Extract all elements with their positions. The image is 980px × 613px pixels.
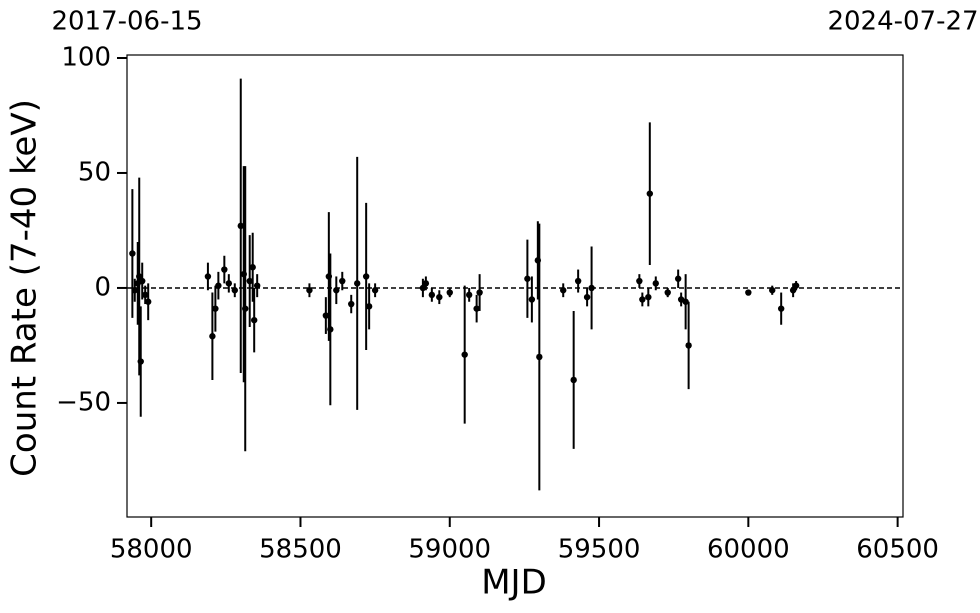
data-point — [327, 326, 334, 333]
data-point — [131, 287, 138, 294]
data-point — [204, 273, 212, 280]
data-point — [212, 305, 219, 312]
data-point — [362, 273, 370, 280]
data-point — [428, 291, 436, 299]
data-point — [792, 282, 800, 289]
data-point — [339, 277, 346, 285]
data-point — [685, 342, 692, 349]
data-point — [664, 289, 671, 296]
data-point — [333, 287, 340, 294]
data-point — [446, 289, 453, 296]
data-point — [209, 333, 216, 340]
data-point — [682, 298, 689, 305]
x-tick-label: 59000 — [408, 535, 491, 565]
data-point — [574, 277, 582, 285]
data-point — [253, 282, 261, 289]
y-tick-label: −50 — [56, 387, 111, 417]
data-point — [322, 312, 330, 319]
data-point — [371, 287, 379, 294]
data-point — [639, 296, 646, 303]
data-point — [249, 264, 256, 271]
data-point — [789, 287, 797, 294]
y-tick-label: 0 — [94, 272, 111, 302]
data-point — [674, 275, 682, 282]
data-point — [365, 303, 373, 310]
data-point — [231, 287, 238, 294]
data-point — [225, 280, 233, 287]
data-point — [476, 289, 483, 296]
y-tick-label: 100 — [61, 42, 111, 72]
data-point — [560, 287, 567, 294]
data-point — [524, 275, 531, 282]
data-point — [306, 287, 313, 294]
data-point — [645, 293, 652, 301]
data-point — [646, 190, 654, 197]
data-point — [250, 316, 258, 324]
data-point — [473, 305, 480, 312]
data-point — [144, 298, 152, 305]
data-point — [745, 289, 752, 296]
data-point — [237, 222, 244, 230]
data-point — [139, 277, 146, 285]
data-point — [246, 277, 253, 285]
data-point — [536, 353, 543, 361]
data-point — [465, 291, 473, 299]
data-point — [636, 277, 643, 285]
data-point — [215, 282, 222, 289]
x-axis-label: MJD — [481, 563, 547, 603]
data-point — [129, 250, 136, 257]
data-point — [528, 296, 536, 303]
data-point — [348, 300, 355, 308]
x-tick-label: 58500 — [259, 535, 342, 565]
data-point — [142, 291, 149, 299]
data-point — [583, 293, 591, 301]
plot-frame — [126, 54, 904, 518]
data-point — [136, 273, 143, 280]
top-date-label: 2017-06-15 — [51, 7, 202, 37]
top-date-label: 2024-07-27 — [827, 7, 978, 37]
data-point — [570, 376, 577, 384]
data-point — [777, 305, 785, 312]
x-tick-label: 60500 — [856, 535, 939, 565]
y-axis-label: Count Rate (7-40 keV) — [5, 99, 45, 477]
x-tick-label: 58000 — [110, 535, 193, 565]
y-tick-label: 50 — [78, 157, 111, 187]
data-point — [436, 293, 443, 301]
data-point — [137, 358, 144, 365]
data-point — [221, 266, 228, 273]
data-point — [769, 287, 776, 294]
data-point — [422, 280, 430, 287]
data-point — [652, 280, 659, 287]
x-tick-label: 59500 — [558, 535, 641, 565]
data-point — [242, 305, 249, 312]
data-point — [588, 284, 595, 292]
data-point — [419, 284, 427, 292]
data-point — [461, 351, 468, 358]
x-tick-label: 60000 — [707, 535, 790, 565]
data-point — [354, 280, 361, 287]
